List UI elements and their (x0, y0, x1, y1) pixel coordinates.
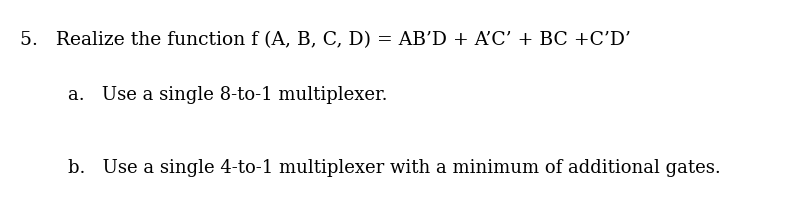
Text: a.   Use a single 8-to-1 multiplexer.: a. Use a single 8-to-1 multiplexer. (68, 86, 387, 104)
Text: 5.   Realize the function f (A, B, C, D) = AB’D + A’C’ + BC +C’D’: 5. Realize the function f (A, B, C, D) =… (20, 31, 631, 49)
Text: b.   Use a single 4-to-1 multiplexer with a minimum of additional gates.: b. Use a single 4-to-1 multiplexer with … (68, 159, 721, 177)
